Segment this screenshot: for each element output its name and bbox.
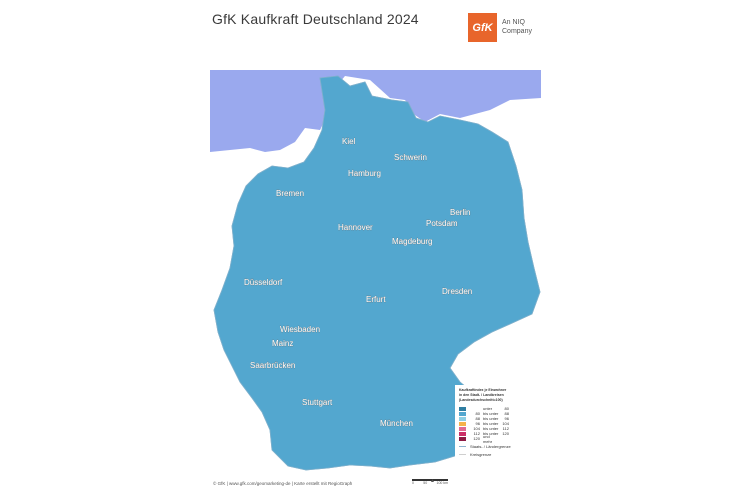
north-arrow-icon: ▲ [430, 478, 435, 484]
city-label: Mainz [272, 339, 293, 348]
legend-state-border: Staats- / Ländergrenze [459, 444, 533, 449]
gfk-logo: GfK [468, 13, 497, 42]
legend-swatch [459, 436, 466, 441]
scale-bar: 0 50 100 km [412, 479, 448, 485]
legend-swatch [459, 416, 466, 421]
legend-swatch [459, 411, 466, 416]
legend-row: 112 bis unter 120 [459, 431, 533, 436]
city-label: Bremen [276, 189, 304, 198]
city-label: Wiesbaden [280, 325, 320, 334]
city-labels: Kiel Schwerin Hamburg Bremen Berlin Hannover P… [244, 137, 473, 428]
city-label: Schwerin [394, 153, 427, 162]
city-label: Kiel [342, 137, 356, 146]
legend-row: 88 bis unter 96 [459, 416, 533, 421]
legend-row: 80 bis unter 88 [459, 411, 533, 416]
legend-swatch [459, 406, 466, 411]
city-label: Potsdam [426, 219, 458, 228]
map-title: GfK Kaufkraft Deutschland 2024 [212, 11, 419, 27]
legend-row: 120 und mehr [459, 434, 533, 444]
city-label: Düsseldorf [244, 278, 283, 287]
map-legend: Kaufkraftindex je Einwohner in den Stadt… [455, 385, 537, 460]
legend-district-border: Kreisgrenze [459, 452, 533, 457]
city-label: Erfurt [366, 295, 386, 304]
city-label: Hamburg [348, 169, 381, 178]
legend-swatch [459, 421, 466, 426]
legend-swatch [459, 431, 466, 436]
city-label: Stuttgart [302, 398, 333, 407]
city-label: Magdeburg [392, 237, 432, 246]
north-sea [210, 70, 541, 152]
city-label: Hannover [338, 223, 373, 232]
legend-row: 104 bis unter 112 [459, 426, 533, 431]
city-label: München [380, 419, 413, 428]
city-label: Berlin [450, 208, 470, 217]
city-label: Dresden [442, 287, 472, 296]
city-label: Saarbrücken [250, 361, 295, 370]
legend-swatch [459, 426, 466, 431]
germany-purchasing-power-map: Kiel Schwerin Hamburg Bremen Berlin Hannover P… [210, 70, 541, 485]
map-credit: © GfK | www.gfk.com/geomarketing-de | Ka… [213, 481, 353, 486]
legend-row: 96 bis unter 104 [459, 421, 533, 426]
legend-row: unter 80 [459, 406, 533, 411]
logo-subtitle: An NIQ Company [502, 19, 532, 35]
